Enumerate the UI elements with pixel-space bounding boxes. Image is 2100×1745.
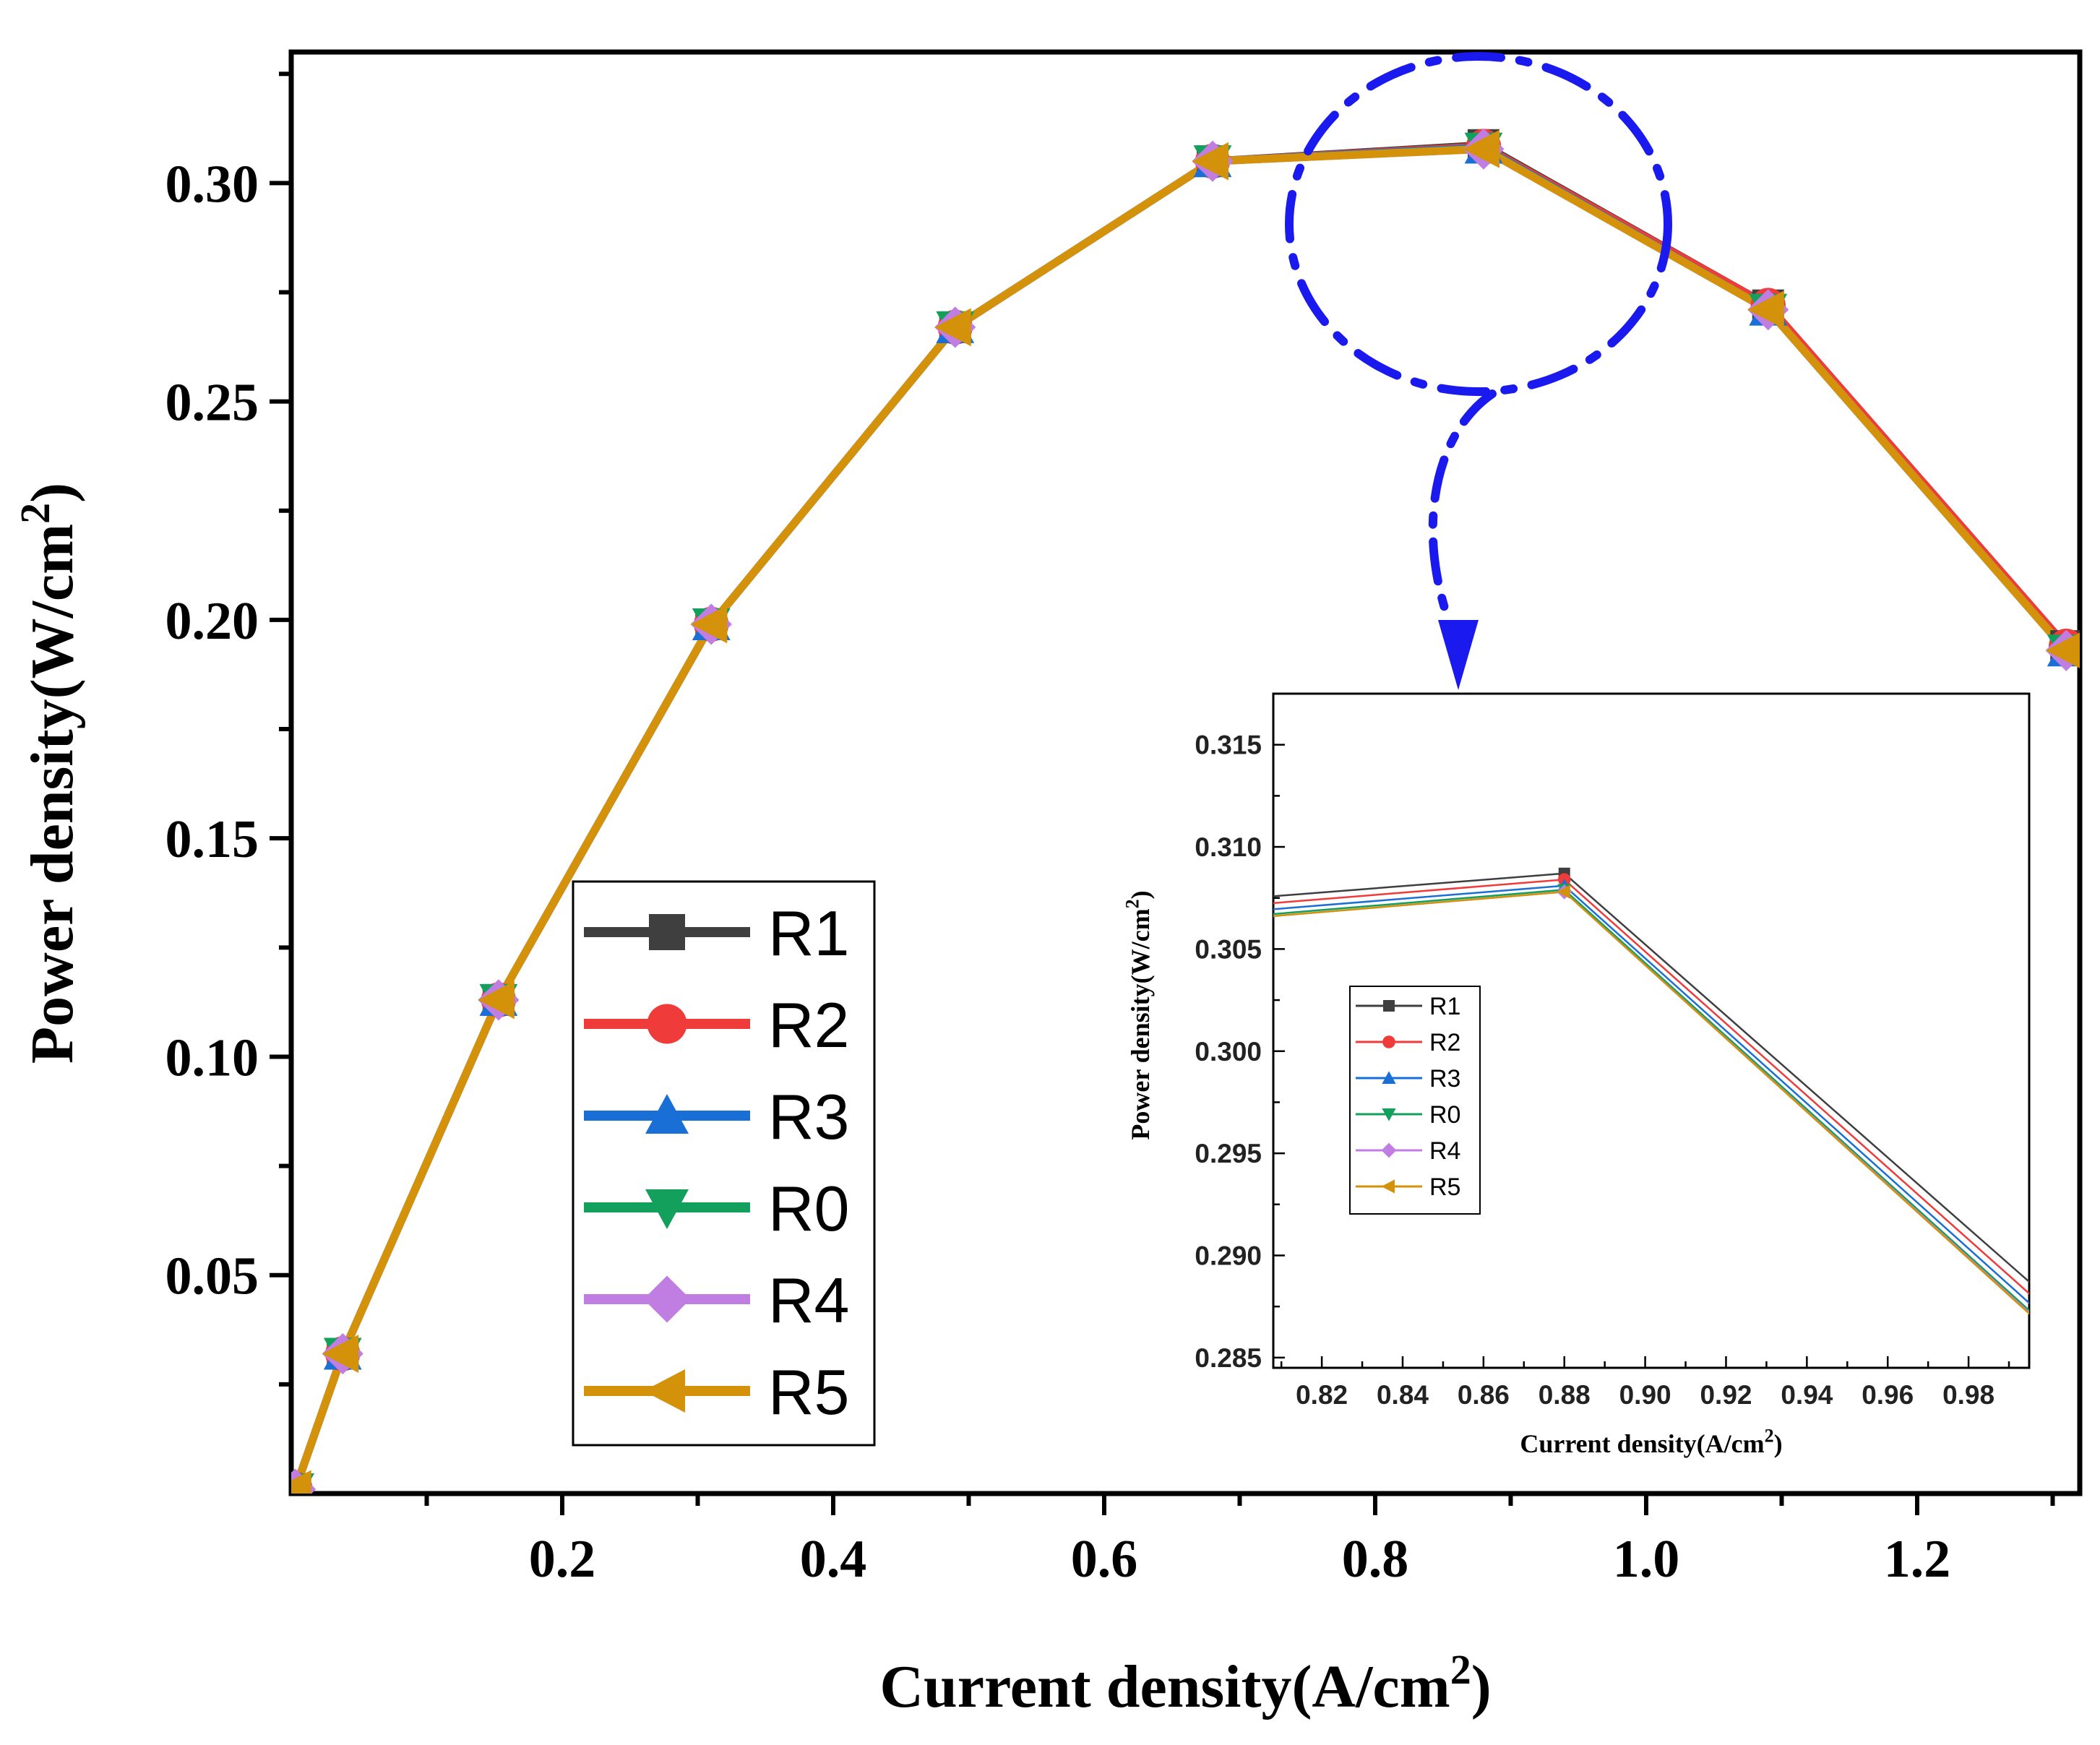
inset-y-tick-label: 0.305 xyxy=(1195,934,1262,964)
inset-x-axis-title: Current density(A/cm2) xyxy=(1520,1426,1782,1458)
inset-legend-label: R3 xyxy=(1429,1065,1460,1093)
inset-legend-item-r0: R0 xyxy=(1356,1101,1460,1129)
legend-item-r3: R3 xyxy=(584,1081,850,1152)
legend-label: R5 xyxy=(768,1356,850,1428)
main-y-axis-title: Power density(W/cm2) xyxy=(12,483,86,1064)
legend-label: R3 xyxy=(768,1081,850,1152)
inset-y-axis-title: Power density(W/cm2) xyxy=(1122,890,1155,1139)
inset-legend-label: R0 xyxy=(1429,1101,1460,1129)
inset-legend-swatch-marker xyxy=(1381,1179,1395,1194)
legend-swatch-marker xyxy=(649,914,685,950)
inset-x-tick-label: 0.86 xyxy=(1458,1380,1510,1410)
callout-arrowhead xyxy=(1438,620,1479,690)
data-point-r5 xyxy=(478,981,515,1020)
legend-swatch-marker xyxy=(645,1189,689,1229)
inset-y-tick-label: 0.290 xyxy=(1195,1241,1262,1271)
inset-y-tick-label: 0.285 xyxy=(1195,1343,1262,1373)
legend-item-r2: R2 xyxy=(584,989,850,1061)
inset-legend-label: R5 xyxy=(1429,1173,1460,1201)
inset-x-tick-label: 0.92 xyxy=(1700,1380,1752,1410)
main-x-tick-label: 0.8 xyxy=(1342,1530,1409,1589)
main-y-tick-label: 0.15 xyxy=(165,810,259,869)
main-legend: R1 R2 R3 R0 R4 R5 xyxy=(572,880,876,1447)
inset-series-group xyxy=(1273,867,2029,1315)
inset-legend: R1 R2 R3 R0 R4 R5 xyxy=(1349,986,1481,1215)
inset-x-tick-label: 0.90 xyxy=(1619,1380,1671,1410)
main-x-axis: 0.2 0.4 0.6 0.8 1.0 1.2 xyxy=(424,1494,2055,1589)
inset-y-tick-label: 0.300 xyxy=(1195,1037,1262,1067)
legend-swatch-marker xyxy=(645,1094,689,1134)
inset-plot: 0.82 0.84 0.86 0.88 0.90 0.92 0.94 0.96 0.98 0.28… xyxy=(1122,692,2031,1458)
inset-y-tick-label: 0.315 xyxy=(1195,731,1262,760)
data-point-r5 xyxy=(1463,129,1499,168)
legend-swatch-marker xyxy=(647,1004,687,1044)
legend-item-r5: R5 xyxy=(584,1356,850,1428)
legend-item-r1: R1 xyxy=(584,897,850,969)
main-y-tick-label: 0.10 xyxy=(165,1028,259,1087)
legend-item-r4: R4 xyxy=(584,1264,850,1336)
data-point-r5 xyxy=(2045,632,2080,668)
inset-y-axis: 0.285 0.290 0.295 0.300 0.305 0.310 0.315 xyxy=(1195,731,1285,1373)
legend-label: R4 xyxy=(768,1264,850,1336)
callout-arrow-line xyxy=(1428,389,1497,626)
main-y-tick-label: 0.30 xyxy=(165,155,259,214)
main-plot: 0.2 0.4 0.6 0.8 1.0 1.20.050.100.150.200.250.… xyxy=(12,49,2083,1720)
inset-legend-item-r3: R3 xyxy=(1356,1065,1460,1093)
main-x-tick-label: 1.2 xyxy=(1884,1530,1951,1589)
inset-x-tick-label: 0.82 xyxy=(1296,1380,1348,1410)
inset-x-tick-label: 0.98 xyxy=(1942,1380,1994,1410)
inset-legend-item-r2: R2 xyxy=(1356,1029,1460,1056)
data-point-r5 xyxy=(1747,290,1784,329)
inset-legend-label: R4 xyxy=(1429,1137,1460,1165)
inset-legend-label: R2 xyxy=(1429,1029,1460,1056)
legend-swatch-marker xyxy=(643,1369,685,1413)
inset-legend-item-r4: R4 xyxy=(1356,1137,1460,1165)
inset-data-point-r5 xyxy=(1557,884,1570,899)
zoom-callout xyxy=(1285,52,1672,690)
inset-legend-swatch-marker xyxy=(1383,1000,1395,1012)
inset-x-tick-label: 0.84 xyxy=(1377,1380,1429,1410)
inset-x-tick-label: 0.96 xyxy=(1862,1380,1914,1410)
legend-swatch-marker xyxy=(643,1275,691,1323)
inset-legend-box xyxy=(1349,986,1481,1215)
data-point-r5 xyxy=(690,605,728,644)
main-legend-box xyxy=(572,880,876,1447)
inset-legend-swatch-marker xyxy=(1381,1142,1397,1158)
main-x-tick-label: 0.2 xyxy=(529,1530,596,1589)
main-x-tick-label: 1.0 xyxy=(1613,1530,1680,1589)
main-x-tick-label: 0.4 xyxy=(800,1530,867,1589)
inset-x-axis: 0.82 0.84 0.86 0.88 0.90 0.92 0.94 0.96 0.98 xyxy=(1280,1356,2010,1410)
legend-label: R1 xyxy=(768,897,850,969)
main-y-tick-label: 0.05 xyxy=(165,1247,259,1306)
main-plot-frame xyxy=(288,49,2083,1496)
main-x-axis-title: Current density(A/cm2) xyxy=(879,1646,1491,1720)
main-y-tick-label: 0.20 xyxy=(165,592,259,651)
data-point-r5 xyxy=(1192,142,1228,181)
inset-y-tick-label: 0.295 xyxy=(1195,1139,1262,1168)
inset-legend-swatch-marker xyxy=(1382,1071,1396,1084)
inset-x-tick-label: 0.88 xyxy=(1539,1380,1591,1410)
inset-legend-swatch-marker xyxy=(1382,1035,1395,1048)
inset-legend-item-r1: R1 xyxy=(1356,993,1460,1020)
inset-y-tick-label: 0.310 xyxy=(1195,832,1262,862)
main-x-tick-label: 0.6 xyxy=(1071,1530,1138,1589)
series-markers-r5 xyxy=(291,129,2080,1494)
zoom-circle xyxy=(1285,52,1672,396)
main-y-axis: 0.05 0.10 0.15 0.20 0.25 0.30 xyxy=(165,72,291,1387)
main-y-tick-label: 0.25 xyxy=(165,374,259,433)
inset-legend-item-r5: R5 xyxy=(1356,1173,1460,1201)
main-series-group xyxy=(291,128,2080,1494)
inset-legend-swatch-marker xyxy=(1382,1108,1396,1121)
inset-legend-label: R1 xyxy=(1429,993,1460,1020)
data-point-r5 xyxy=(322,1335,359,1373)
legend-item-r0: R0 xyxy=(584,1173,850,1244)
inset-x-tick-label: 0.94 xyxy=(1781,1380,1833,1410)
legend-label: R0 xyxy=(768,1173,850,1244)
data-point-r5 xyxy=(934,308,971,347)
data-point-r5 xyxy=(291,1470,311,1494)
legend-label: R2 xyxy=(768,989,850,1061)
